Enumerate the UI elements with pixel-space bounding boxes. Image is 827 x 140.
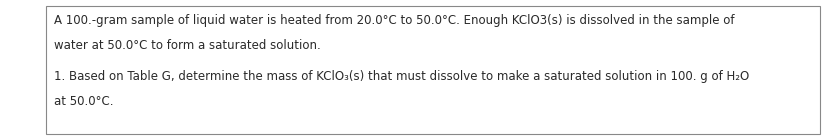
Text: A 100.-gram sample of liquid water is heated from 20.0°C to 50.0°C. Enough KClO3: A 100.-gram sample of liquid water is he… <box>54 14 734 27</box>
Text: 1. Based on Table G, determine the mass of KClO₃(s) that must dissolve to make a: 1. Based on Table G, determine the mass … <box>54 70 748 83</box>
Text: at 50.0°C.: at 50.0°C. <box>54 95 113 108</box>
FancyBboxPatch shape <box>45 6 819 134</box>
Text: water at 50.0°C to form a saturated solution.: water at 50.0°C to form a saturated solu… <box>54 39 320 52</box>
